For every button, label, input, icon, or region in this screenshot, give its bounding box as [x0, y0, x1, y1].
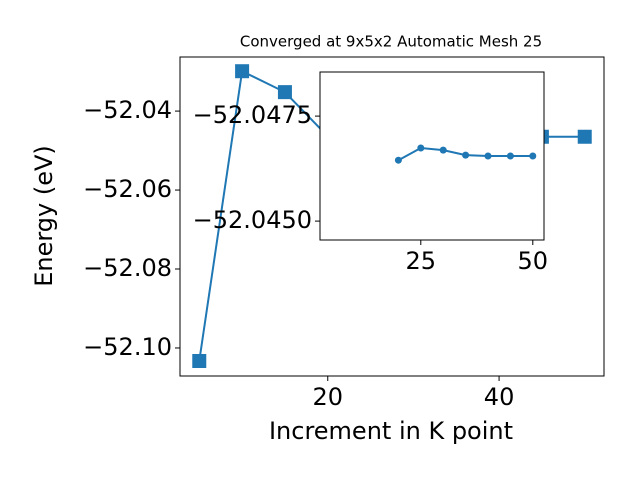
x-tick-label: 20: [312, 383, 343, 411]
plot-clip: [394, 144, 537, 164]
data-point: [506, 152, 514, 160]
data-point: [394, 156, 402, 164]
data-point: [235, 64, 250, 79]
y-axis-label: Energy (eV): [30, 145, 58, 287]
y-tick-label: −52.0475: [193, 101, 312, 129]
data-point: [529, 152, 537, 160]
y-tick-label: −52.04: [83, 96, 172, 124]
data-point: [277, 85, 292, 100]
data-point: [192, 353, 207, 368]
data-point: [417, 144, 425, 152]
plot-frame: [179, 56, 605, 377]
y-tick-label: −52.06: [83, 175, 172, 203]
data-point: [484, 152, 492, 160]
plot-frame: [319, 71, 545, 241]
x-tick-label: 25: [406, 247, 437, 275]
y-tick-label: −52.0450: [193, 206, 312, 234]
y-tick-label: −52.10: [83, 333, 172, 361]
data-point: [462, 151, 470, 159]
y-tick-label: −52.08: [83, 254, 172, 282]
x-tick-label: 40: [484, 383, 515, 411]
x-tick-label: 50: [518, 247, 549, 275]
data-point: [439, 146, 447, 154]
chart-title: Converged at 9x5x2 Automatic Mesh 25: [240, 33, 542, 51]
data-point: [577, 129, 592, 144]
x-axis-label: Increment in K point: [269, 417, 513, 445]
